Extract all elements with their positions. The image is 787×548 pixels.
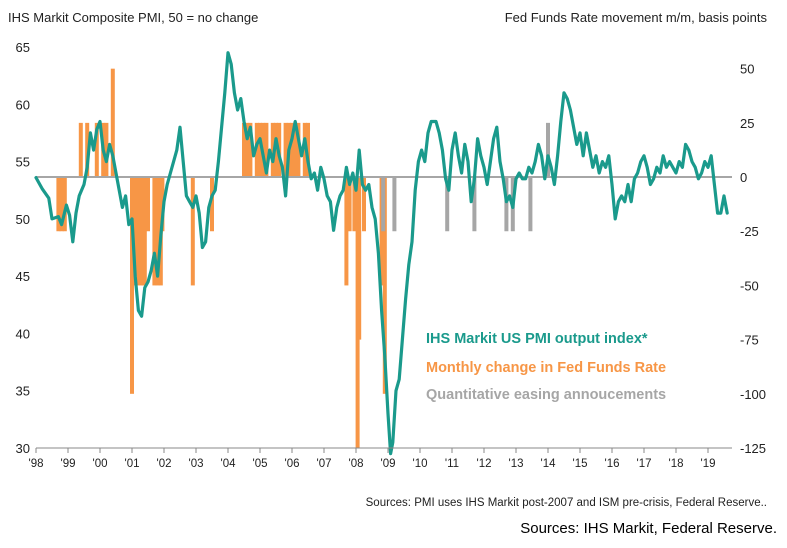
fed-funds-bar xyxy=(56,177,61,232)
fed-funds-bar xyxy=(133,177,138,286)
chart-source-note: Sources: PMI uses IHS Markit post-2007 a… xyxy=(366,497,767,509)
left-tick-label: 65 xyxy=(16,40,30,55)
fed-funds-bar xyxy=(293,122,298,178)
left-tick-label: 45 xyxy=(16,269,30,284)
legend-fed-funds: Monthly change in Fed Funds Rate xyxy=(426,360,666,376)
pmi-fed-funds-chart: IHS Markit Composite PMI, 50 = no change… xyxy=(8,10,768,509)
right-tick-label: -50 xyxy=(740,278,759,293)
fed-funds-bar xyxy=(362,177,366,232)
qe-bar xyxy=(381,177,386,232)
fed-funds-bar xyxy=(136,177,141,286)
legend-qe: Quantitative easing annoucements xyxy=(426,387,666,403)
right-tick-label: -125 xyxy=(740,441,766,456)
x-tick-label: '18 xyxy=(669,458,684,470)
fed-funds-bar xyxy=(283,122,288,178)
x-tick-label: '17 xyxy=(637,458,652,470)
right-tick-label: 0 xyxy=(740,170,747,185)
fed-funds-bar xyxy=(242,122,246,178)
left-tick-label: 40 xyxy=(16,326,30,341)
right-tick-label: -25 xyxy=(740,224,759,239)
x-tick-label: '05 xyxy=(253,458,268,470)
fed-funds-bar xyxy=(142,177,147,286)
fed-funds-bar xyxy=(245,122,250,178)
right-tick-label: -100 xyxy=(740,387,766,402)
x-tick-label: '16 xyxy=(605,458,620,470)
x-tick-label: '02 xyxy=(157,458,172,470)
right-tick-label: 50 xyxy=(740,62,754,77)
fed-funds-bar xyxy=(347,177,352,232)
x-tick-label: '19 xyxy=(701,458,716,470)
fed-funds-bar xyxy=(382,177,387,394)
qe-bar xyxy=(392,177,397,232)
left-axis-title: IHS Markit Composite PMI, 50 = no change xyxy=(8,10,258,25)
x-tick-label: '14 xyxy=(541,458,557,470)
x-tick-label: '01 xyxy=(125,458,140,470)
legend-pmi: IHS Markit US PMI output index* xyxy=(426,331,648,347)
fed-funds-bar xyxy=(59,177,64,232)
fed-funds-bar xyxy=(264,122,269,178)
x-tick-label: '04 xyxy=(221,458,237,470)
fed-funds-bar xyxy=(248,122,253,178)
left-tick-label: 60 xyxy=(16,97,30,112)
fed-funds-bar xyxy=(155,177,160,286)
x-tick-label: '06 xyxy=(285,458,300,470)
left-y-axis: 65 60 55 50 45 40 35 30 xyxy=(16,40,30,456)
fed-funds-bar xyxy=(146,177,150,232)
qe-bar xyxy=(472,177,477,232)
x-tick-label: '15 xyxy=(573,458,588,470)
x-tick-label: '99 xyxy=(61,458,76,470)
pmi-series-line xyxy=(34,51,729,456)
fed-funds-bar xyxy=(270,122,275,178)
x-axis: '98 '99 '00 '01 '02 '03 '04 '05 '06 '07 '08 '09 '10 '… xyxy=(29,448,716,470)
x-tick-label: '98 xyxy=(29,458,44,470)
fed-funds-bar xyxy=(357,177,362,340)
legend: IHS Markit US PMI output index* Monthly … xyxy=(426,331,666,403)
fed-funds-bar xyxy=(190,177,195,286)
x-tick-label: '00 xyxy=(93,458,108,470)
fed-funds-bar xyxy=(344,177,349,286)
fed-funds-bar xyxy=(152,177,157,286)
qe-bar xyxy=(546,122,550,178)
right-y-axis: 50 25 0 -25 -50 -75 -100 -125 xyxy=(740,62,766,456)
fed-funds-bar xyxy=(130,177,134,394)
right-tick-label: -75 xyxy=(740,333,759,348)
fed-funds-bar xyxy=(62,177,67,232)
x-tick-label: '12 xyxy=(477,458,492,470)
x-tick-label: '03 xyxy=(189,458,204,470)
right-tick-label: 25 xyxy=(740,116,754,131)
x-tick-label: '08 xyxy=(349,458,364,470)
x-tick-label: '11 xyxy=(445,458,459,470)
x-tick-label: '07 xyxy=(317,458,332,470)
fed-funds-bar xyxy=(296,122,301,178)
fed-funds-bar xyxy=(110,68,115,178)
left-tick-label: 30 xyxy=(16,441,30,456)
qe-bar xyxy=(504,177,509,232)
fed-funds-bar xyxy=(104,122,109,178)
figure-caption: Sources: IHS Markit, Federal Reserve. xyxy=(520,520,777,537)
fed-funds-bar xyxy=(290,122,294,178)
left-tick-label: 50 xyxy=(16,212,30,227)
qe-bar xyxy=(445,177,450,232)
fed-funds-bar xyxy=(258,122,262,178)
left-tick-label: 55 xyxy=(16,155,30,170)
fed-funds-bar xyxy=(210,177,214,232)
fed-funds-bar xyxy=(352,177,357,232)
left-tick-label: 35 xyxy=(16,384,30,399)
fed-funds-bar xyxy=(306,122,310,178)
right-axis-title: Fed Funds Rate movement m/m, basis point… xyxy=(505,10,768,25)
fed-funds-bar xyxy=(85,122,90,178)
x-tick-label: '10 xyxy=(413,458,428,470)
x-tick-label: '13 xyxy=(509,458,524,470)
fed-funds-bar xyxy=(94,122,99,178)
x-tick-label: '09 xyxy=(381,458,396,470)
qe-bar xyxy=(528,177,533,232)
fed-funds-bar xyxy=(78,122,83,178)
